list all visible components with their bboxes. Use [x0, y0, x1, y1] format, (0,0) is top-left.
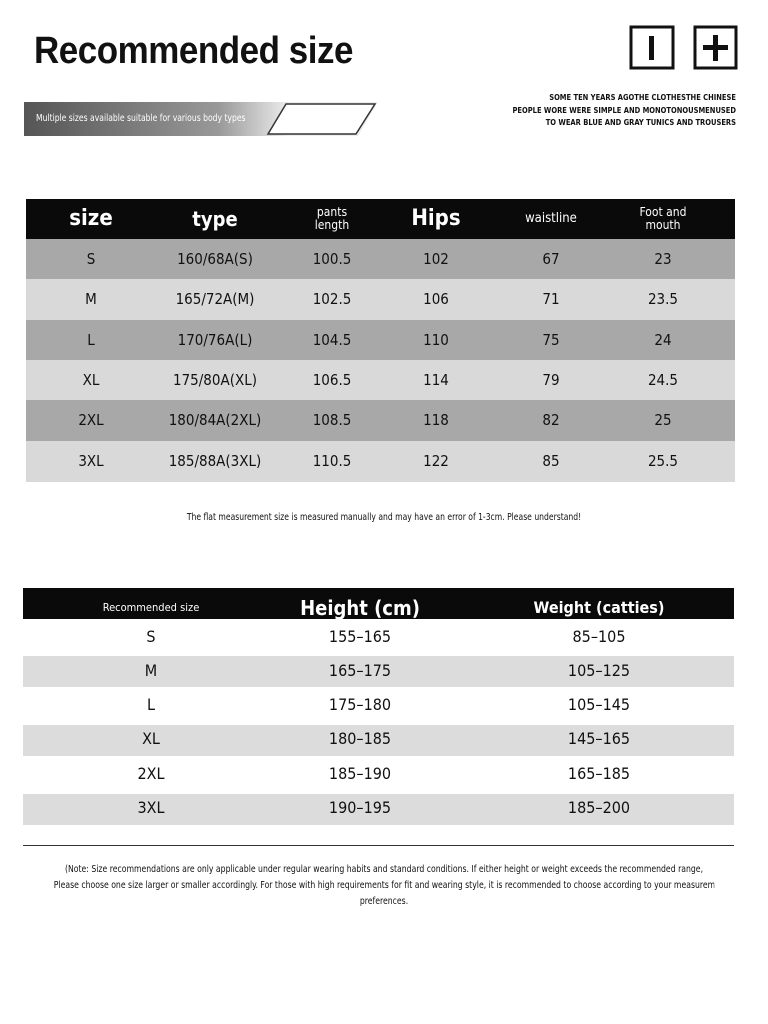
table-row — [26, 440, 735, 482]
tagline-line: PEOPLE WORE WERE SIMPLE AND MONOTONOUSME… — [512, 105, 736, 115]
table-cell: L — [146, 695, 155, 715]
icons — [629, 25, 738, 70]
footer-line: preferences. — [359, 896, 409, 907]
table-cell: 75 — [542, 330, 560, 349]
table-cell: M — [85, 290, 97, 309]
table-cell: 122 — [423, 451, 449, 470]
header-cell: size — [69, 205, 113, 231]
footer-line: Please choose one size larger or smaller… — [53, 880, 715, 891]
table-cell: S — [146, 626, 156, 646]
table-cell: 71 — [542, 290, 560, 309]
table-cell: 106 — [423, 290, 449, 309]
table-cell: 23.5 — [647, 290, 679, 309]
table-cell: 85 — [542, 451, 560, 470]
footer-note: (Note: Size recommendations are only app… — [0, 862, 768, 910]
table-row — [26, 359, 735, 401]
table-cell: 185–190 — [328, 763, 392, 783]
table-cell: 82 — [542, 411, 560, 430]
header-row — [26, 199, 735, 239]
table-cell: 104.5 — [312, 330, 352, 349]
header-cell: waistline — [525, 210, 577, 226]
table-cell: 3XL — [78, 451, 104, 470]
measurement-note: The flat measurement size is measured ma… — [186, 512, 582, 523]
table-row — [26, 319, 735, 361]
table-cell: 79 — [542, 370, 560, 389]
table-row — [26, 239, 735, 280]
header-cell: Foot and mouth — [639, 204, 687, 232]
table-cell: M — [144, 660, 158, 680]
table-cell: 108.5 — [312, 411, 352, 430]
table-cell: 2XL — [78, 411, 104, 430]
table-cell: 106.5 — [312, 370, 352, 389]
table-cell: 165–185 — [567, 763, 631, 783]
table-cell: 2XL — [137, 763, 165, 783]
header-cell: Weight (catties) — [533, 598, 665, 617]
table-cell: 25.5 — [647, 451, 679, 470]
table-cell: 175–180 — [328, 695, 392, 715]
table-row — [23, 656, 734, 688]
table-cell: 110 — [423, 330, 449, 349]
tagline: SOME TEN YEARS AGOTHE CLOTHESTHE CHINESE… — [512, 92, 736, 130]
table-row — [26, 400, 735, 442]
table-cell: 160/68A(S) — [177, 250, 253, 268]
table-cell: 185/88A(3XL) — [168, 451, 262, 470]
table-cell: 180–185 — [328, 729, 392, 749]
table-cell: 155–165 — [328, 626, 392, 646]
table-row — [23, 724, 734, 756]
table-cell: 102 — [423, 250, 449, 268]
table-cell: 105–145 — [567, 695, 631, 715]
table-cell: L — [87, 330, 95, 349]
table-row — [26, 279, 735, 321]
table-row — [23, 793, 734, 825]
divider — [23, 845, 734, 846]
tagline-line: TO WEAR BLUE AND GRAY TUNICS AND TROUSER… — [545, 118, 736, 127]
subtitle: Multiple sizes available suitable for va… — [36, 113, 246, 124]
table-cell: 24 — [654, 330, 672, 349]
table-cell: 118 — [423, 411, 449, 430]
table-cell: 165–175 — [328, 660, 392, 680]
table-cell: 25 — [654, 411, 672, 430]
header-cell: pants length — [314, 204, 350, 232]
table-cell: 175/80A(XL) — [173, 370, 257, 389]
footer-line: (Note: Size recommendations are only app… — [64, 864, 704, 875]
table-cell: S — [86, 250, 96, 268]
title: Recommended size — [34, 30, 354, 72]
table-cell: 67 — [542, 250, 560, 268]
table-cell: 102.5 — [312, 290, 352, 309]
header-cell: type — [192, 207, 238, 231]
table-cell: 85–105 — [572, 626, 626, 646]
table-cell: 24.5 — [647, 370, 679, 389]
table-cell: 23 — [654, 250, 672, 268]
table-cell: 100.5 — [312, 250, 352, 268]
table-cell: XL — [82, 370, 100, 389]
header-cell: Recommended size — [102, 601, 200, 614]
header-cell: Height (cm) — [300, 595, 420, 620]
table-cell: XL — [142, 729, 160, 749]
tagline-line: SOME TEN YEARS AGOTHE CLOTHESTHE CHINESE — [549, 93, 736, 102]
table-cell: 165/72A(M) — [175, 290, 255, 309]
table-cell: 170/76A(L) — [177, 330, 253, 349]
subtitle-banner — [24, 102, 378, 136]
table-cell: 190–195 — [328, 798, 392, 817]
header-cell: Hips — [411, 205, 461, 231]
table-cell: 145–165 — [567, 729, 631, 749]
table-cell: 105–125 — [567, 660, 631, 680]
header-row — [23, 588, 734, 619]
table-cell: 114 — [423, 370, 449, 389]
table-cell: 3XL — [137, 798, 165, 817]
table-cell: 180/84A(2XL) — [168, 411, 262, 430]
table-cell: 185–200 — [567, 798, 631, 817]
table-cell: 110.5 — [312, 451, 352, 470]
